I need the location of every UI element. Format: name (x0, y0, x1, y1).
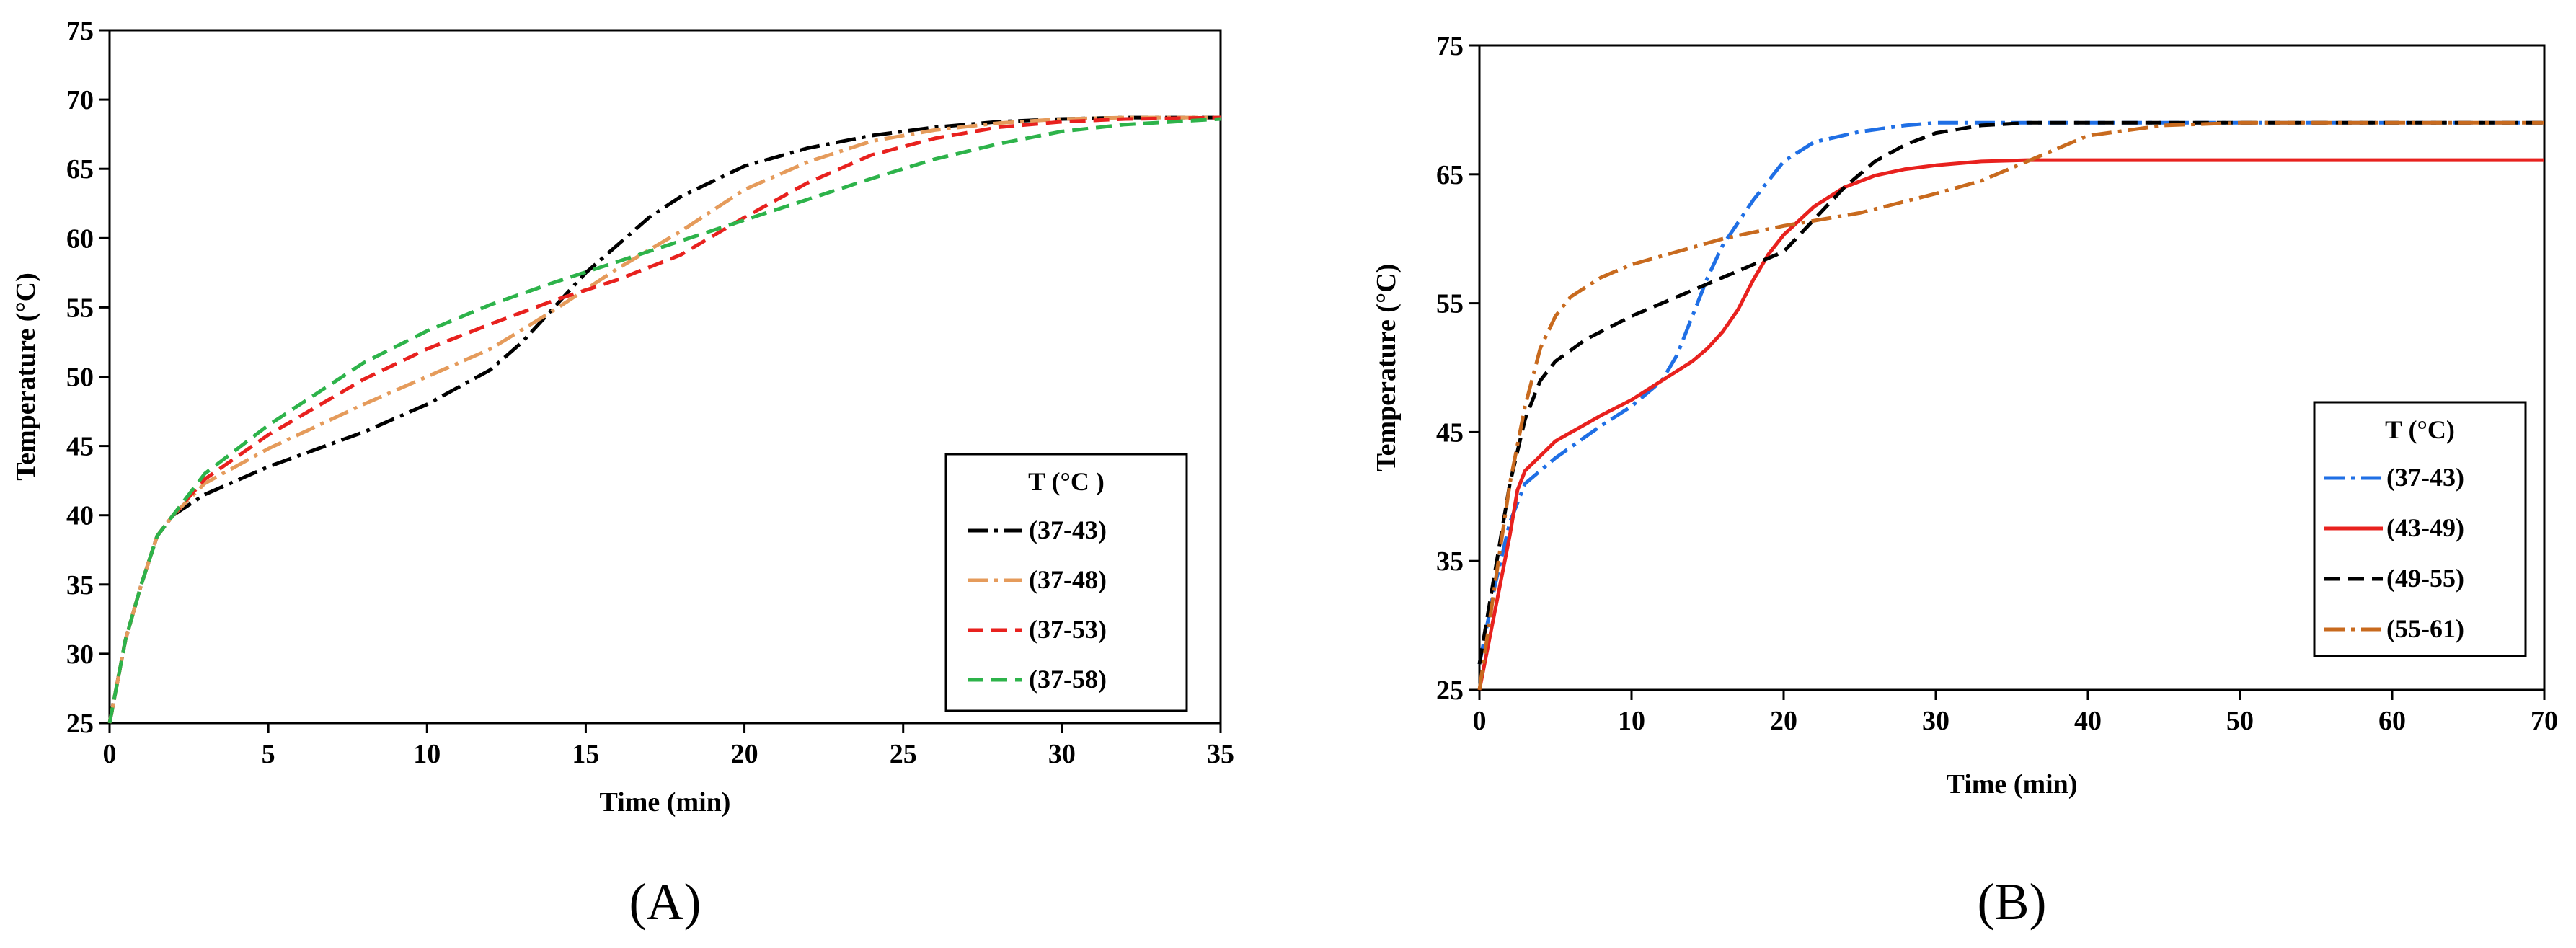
legend-entry: (37-48) (1029, 565, 1107, 594)
x-tick-label: 30 (1922, 706, 1949, 736)
legend: T (°C ) (37-43) (37-48) (37-53) (37-58) (944, 453, 1188, 712)
y-tick-label: 25 (66, 709, 94, 739)
y-tick-label: 45 (66, 432, 94, 462)
x-tick-label: 10 (413, 739, 441, 769)
panel-label: (A) (629, 873, 701, 931)
x-tick-label: 0 (103, 739, 117, 769)
x-axis-title: Time (min) (1947, 769, 2078, 799)
y-tick-label: 65 (1436, 160, 1464, 190)
y-tick-label: 70 (66, 85, 94, 115)
series-line-37-58 (107, 117, 1221, 724)
x-tick-label: 40 (2074, 706, 2102, 736)
legend-entry: (37-53) (1029, 615, 1107, 644)
legend-entry: (49-55) (2386, 564, 2464, 593)
legend-entry: (37-43) (2386, 463, 2464, 492)
y-tick-label: 75 (1436, 31, 1464, 61)
panel-label: (B) (1978, 873, 2047, 931)
y-tick-label: 35 (1436, 546, 1464, 577)
x-tick-label: 50 (2226, 706, 2254, 736)
x-tick-label: 30 (1048, 739, 1076, 769)
y-tick-label: 35 (66, 570, 94, 601)
x-tick-label: 25 (890, 739, 917, 769)
legend: T (°C) (37-43) (43-49) (49-55) (55-61) (2313, 401, 2527, 657)
series-line-43-49 (1477, 158, 2544, 691)
x-tick-label: 15 (572, 739, 599, 769)
y-tick-label: 45 (1436, 417, 1464, 448)
y-tick-label: 60 (66, 223, 94, 254)
legend-title: T (°C ) (1028, 467, 1105, 496)
y-tick-label: 65 (66, 154, 94, 185)
legend-entry: (37-43) (1029, 515, 1107, 544)
legend-entry: (37-58) (1029, 665, 1107, 694)
y-tick-label: 40 (66, 501, 94, 531)
y-tick-label: 30 (66, 639, 94, 670)
y-tick-label: 75 (66, 16, 94, 46)
x-axis-title: Time (min) (600, 787, 731, 818)
y-tick-label: 25 (1436, 675, 1464, 706)
y-tick-label: 50 (66, 363, 94, 393)
x-tick-label: 35 (1207, 739, 1234, 769)
y-tick-label: 55 (66, 293, 94, 323)
x-tick-label: 70 (2531, 706, 2558, 736)
chart-panel-a: 0 5 10 15 20 25 30 35 25 30 35 40 45 50 55 60 65 70 75 Time… (11, 16, 1234, 931)
y-axis-title: Temperature (°C) (1371, 264, 1402, 472)
x-tick-label: 20 (1770, 706, 1797, 736)
y-axis-title: Temperature (°C) (11, 273, 41, 481)
y-tick-label: 55 (1436, 289, 1464, 319)
series-line-49-55 (1477, 120, 2544, 665)
legend-box (944, 453, 1188, 712)
chart-panel-b: 0 10 20 30 40 50 60 70 25 35 45 55 65 75 Time (min) Tem… (1371, 31, 2558, 931)
series-line-37-43 (107, 115, 1221, 724)
plot-frame (1478, 44, 2546, 691)
x-tick-label: 60 (2378, 706, 2406, 736)
legend-title: T (°C) (2385, 415, 2455, 444)
x-tick-label: 10 (1618, 706, 1645, 736)
legend-entry: (55-61) (2386, 614, 2464, 643)
legend-entry: (43-49) (2386, 513, 2464, 542)
series-line-55-61 (1477, 120, 2544, 691)
x-tick-label: 20 (731, 739, 758, 769)
x-tick-label: 0 (1473, 706, 1487, 736)
x-tick-label: 5 (262, 739, 275, 769)
